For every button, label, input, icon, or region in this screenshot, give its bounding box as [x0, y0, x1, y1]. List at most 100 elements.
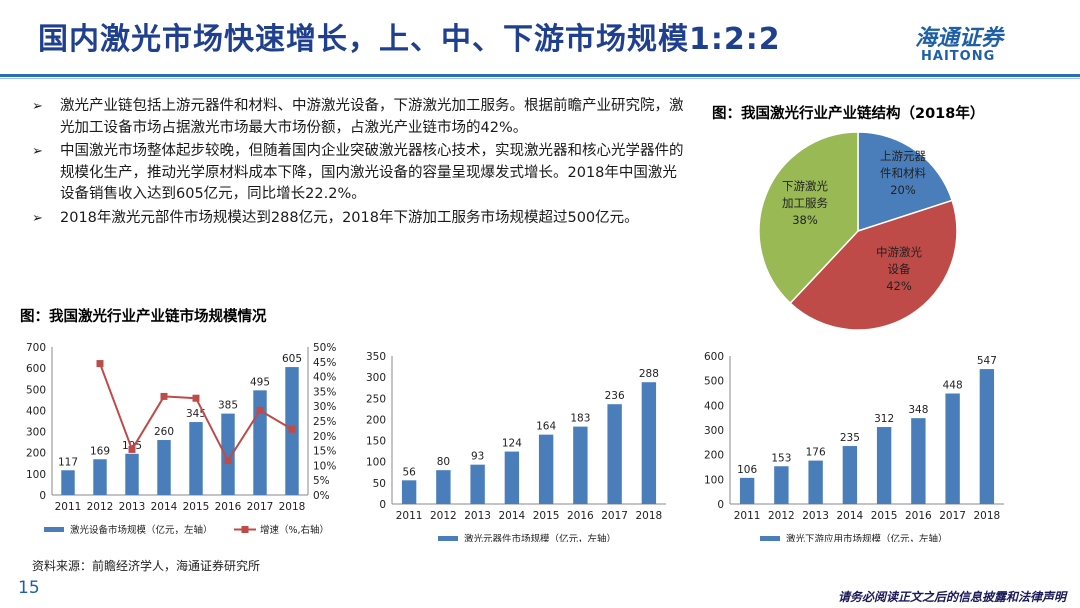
disclaimer: 请务必阅读正文之后的信息披露和法律声明 — [837, 590, 1066, 604]
y-tick-label: 50 — [373, 478, 386, 490]
bullet-list: ➢ 激光产业链包括上游元器件和材料、中游激光设备，下游激光加工服务。根据前瞻产业… — [30, 96, 690, 231]
header-rule — [0, 74, 1080, 77]
x-tick-label: 2013 — [802, 510, 829, 522]
x-tick-label: 2016 — [905, 510, 932, 522]
y-tick-label: 200 — [366, 414, 386, 426]
x-tick-label: 2012 — [768, 510, 795, 522]
bar-data-label: 312 — [874, 413, 894, 425]
arrow-bullet-icon: ➢ — [32, 210, 43, 226]
arrow-bullet-icon: ➢ — [32, 99, 43, 114]
y-tick-label: 100 — [366, 457, 386, 469]
growth-point — [160, 392, 168, 400]
bar — [739, 477, 755, 504]
y-tick-label: 150 — [366, 436, 386, 448]
y2-tick-label: 15% — [313, 446, 336, 458]
bar-data-label: 288 — [639, 368, 659, 380]
x-tick-label: 2012 — [430, 510, 457, 522]
bar — [641, 382, 657, 504]
x-tick-label: 2017 — [601, 510, 628, 522]
x-tick-label: 2011 — [734, 510, 761, 522]
page-title: 国内激光市场快速增长，上、中、下游市场规模1:2:2 — [38, 22, 781, 57]
bar — [876, 427, 892, 504]
y-tick-label: 300 — [704, 425, 724, 437]
y2-tick-label: 40% — [313, 372, 336, 384]
bar-data-label: 348 — [908, 404, 928, 416]
x-tick-label: 2013 — [464, 510, 491, 522]
bar-data-label: 547 — [977, 355, 997, 367]
y-tick-label: 500 — [704, 376, 724, 388]
logo-cn-text: 海通证券 — [915, 25, 1004, 51]
bar — [945, 393, 960, 504]
bar — [979, 369, 995, 504]
x-tick-label: 2013 — [119, 501, 146, 513]
pie-slice-label: 件和材料 — [880, 166, 926, 180]
bar-data-label: 605 — [282, 353, 302, 365]
bar — [808, 460, 823, 504]
y-tick-label: 400 — [26, 405, 46, 417]
growth-point — [256, 406, 264, 414]
bar-data-label: 164 — [536, 421, 556, 433]
bar-data-label: 176 — [806, 447, 826, 459]
bar — [470, 464, 485, 504]
logo-en-text: HAITONG — [921, 49, 996, 64]
laser-components-bar-chart: 0 50 100 150 200 250 300 350 56 2011 80 2012 93 2013 1… — [366, 351, 666, 542]
x-tick-label: 2015 — [183, 501, 210, 513]
bullet-item: ➢ 中国激光市场整体起步较晚，但随着国内企业突破激光器核心技术，实现激光器和核心… — [30, 141, 690, 206]
pie-chart: 上游元器件和材料 20% 中游激光设备 42% 下游激光加工服务 38% — [758, 131, 958, 331]
pie-slice-label: 下游激光 — [782, 179, 828, 193]
bar — [842, 446, 858, 504]
bar — [607, 404, 622, 504]
pie-slice-label: 设备 — [888, 262, 911, 276]
y2-tick-label: 30% — [313, 401, 336, 413]
bar-data-label: 80 — [437, 456, 450, 468]
bar — [401, 480, 417, 504]
bar — [436, 470, 451, 504]
bullet-text: 2018年激光元部件市场规模达到288亿元，2018年下游加工服务市场规模超过5… — [60, 209, 639, 226]
bar — [221, 413, 235, 495]
x-tick-label: 2018 — [636, 510, 663, 522]
x-tick-label: 2011 — [396, 510, 423, 522]
legend-swatch — [438, 536, 458, 541]
bar-data-label: 448 — [943, 379, 963, 391]
y2-tick-label: 35% — [313, 386, 336, 398]
x-tick-label: 2017 — [247, 501, 274, 513]
legend-swatch — [760, 536, 780, 541]
y2-tick-label: 45% — [313, 357, 336, 369]
haitong-logo: 海通证券 HAITONG — [895, 20, 1045, 70]
bar-data-label: 345 — [186, 408, 206, 420]
x-tick-label: 2018 — [279, 501, 306, 513]
bar-data-label: 235 — [840, 432, 860, 444]
growth-point — [128, 445, 136, 453]
bar — [93, 459, 107, 495]
x-tick-label: 2012 — [87, 501, 114, 513]
bar — [253, 390, 267, 495]
x-tick-label: 2016 — [567, 510, 594, 522]
growth-point — [288, 425, 296, 433]
y2-tick-label: 20% — [313, 431, 336, 443]
x-tick-label: 2014 — [499, 510, 526, 522]
legend-swatch — [44, 527, 64, 532]
bar-data-label: 236 — [605, 390, 625, 402]
bar — [573, 426, 588, 504]
bar — [911, 418, 926, 504]
y-tick-label: 100 — [26, 469, 46, 481]
y-tick-label: 0 — [39, 490, 46, 502]
y2-tick-label: 10% — [313, 460, 336, 472]
y-tick-label: 200 — [26, 448, 46, 460]
pie-slice-label: 38% — [792, 213, 818, 227]
growth-point — [224, 457, 232, 465]
x-tick-label: 2016 — [215, 501, 242, 513]
pie-slice-label: 中游激光 — [876, 245, 922, 259]
x-tick-label: 2015 — [533, 510, 560, 522]
x-tick-label: 2011 — [55, 501, 82, 513]
bar-data-label: 183 — [570, 413, 590, 425]
bar-data-label: 169 — [90, 445, 110, 457]
legend-marker — [241, 526, 249, 533]
y-tick-label: 300 — [26, 427, 46, 439]
bullet-item: ➢ 2018年激光元部件市场规模达到288亿元，2018年下游加工服务市场规模超… — [30, 208, 690, 230]
bar-data-label: 153 — [771, 452, 791, 464]
bar — [189, 422, 203, 495]
y2-tick-label: 25% — [313, 416, 336, 428]
legend-label: 增速（%,右轴） — [260, 524, 329, 536]
y-tick-label: 300 — [366, 372, 386, 384]
